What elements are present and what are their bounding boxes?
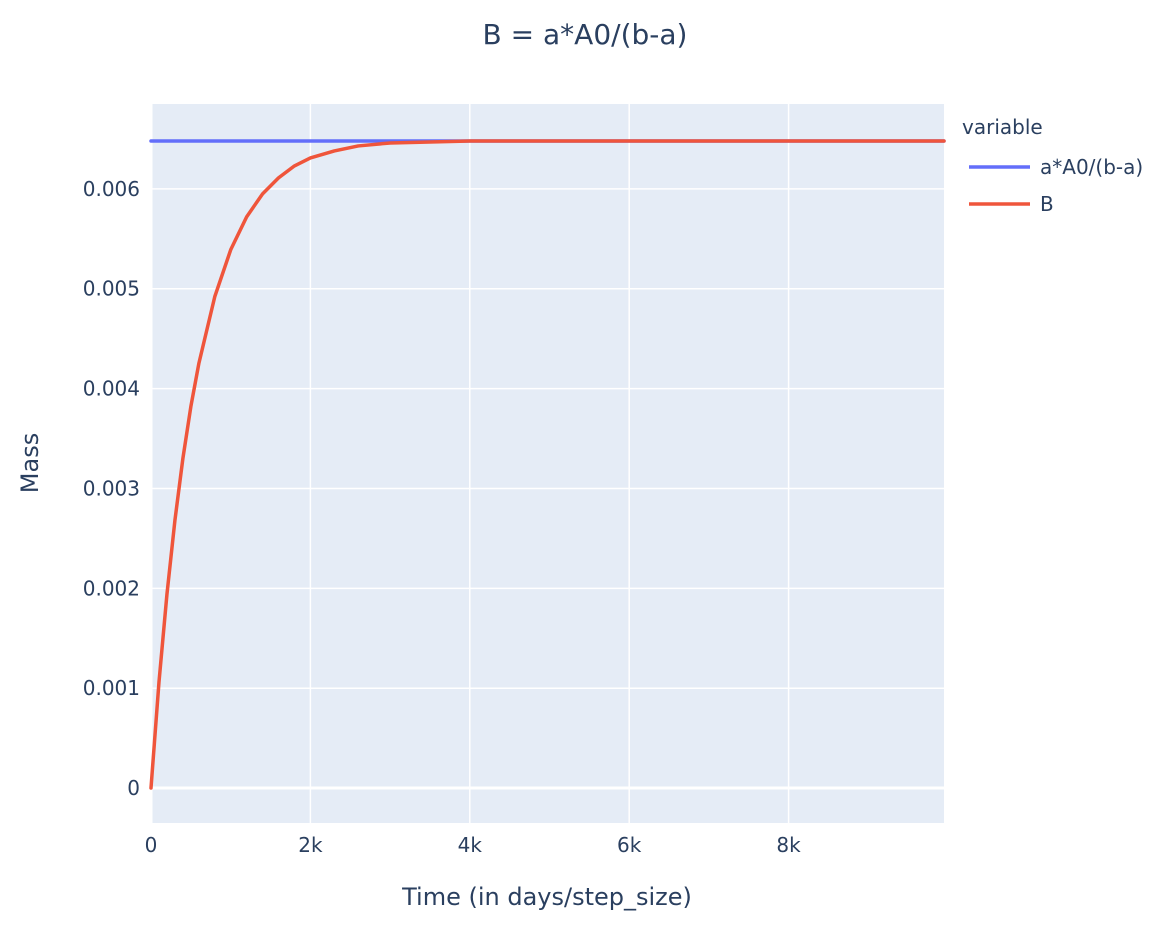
y-tick-label: 0.003	[83, 476, 140, 500]
y-axis-label: Mass	[16, 433, 44, 493]
plot-area	[151, 104, 944, 823]
x-tick-label: 4k	[458, 833, 483, 857]
x-axis-label: Time (in days/step_size)	[401, 883, 692, 911]
legend: variable a*A0/(b-a) B	[962, 115, 1143, 216]
x-tick-label: 2k	[298, 833, 323, 857]
x-axis-ticks: 0 2k 4k 6k 8k	[145, 833, 802, 857]
series-line-b	[149, 139, 946, 790]
y-tick-label: 0.004	[83, 377, 140, 401]
series-layer	[149, 139, 946, 790]
x-tick-label: 0	[145, 833, 158, 857]
y-tick-label: 0.005	[83, 277, 140, 301]
y-tick-label: 0.001	[83, 676, 140, 700]
x-tick-label: 8k	[776, 833, 801, 857]
legend-title: variable	[962, 115, 1043, 139]
grid	[149, 104, 944, 823]
chart-title: B = a*A0/(b-a)	[483, 18, 688, 51]
y-tick-label: 0.006	[83, 177, 140, 201]
legend-label: a*A0/(b-a)	[1040, 155, 1143, 179]
y-axis-ticks: 0 0.001 0.002 0.003 0.004 0.005 0.006	[83, 177, 140, 800]
y-tick-label: 0.002	[83, 576, 140, 600]
y-tick-label: 0	[127, 776, 140, 800]
legend-label: B	[1040, 192, 1054, 216]
x-tick-label: 6k	[617, 833, 642, 857]
